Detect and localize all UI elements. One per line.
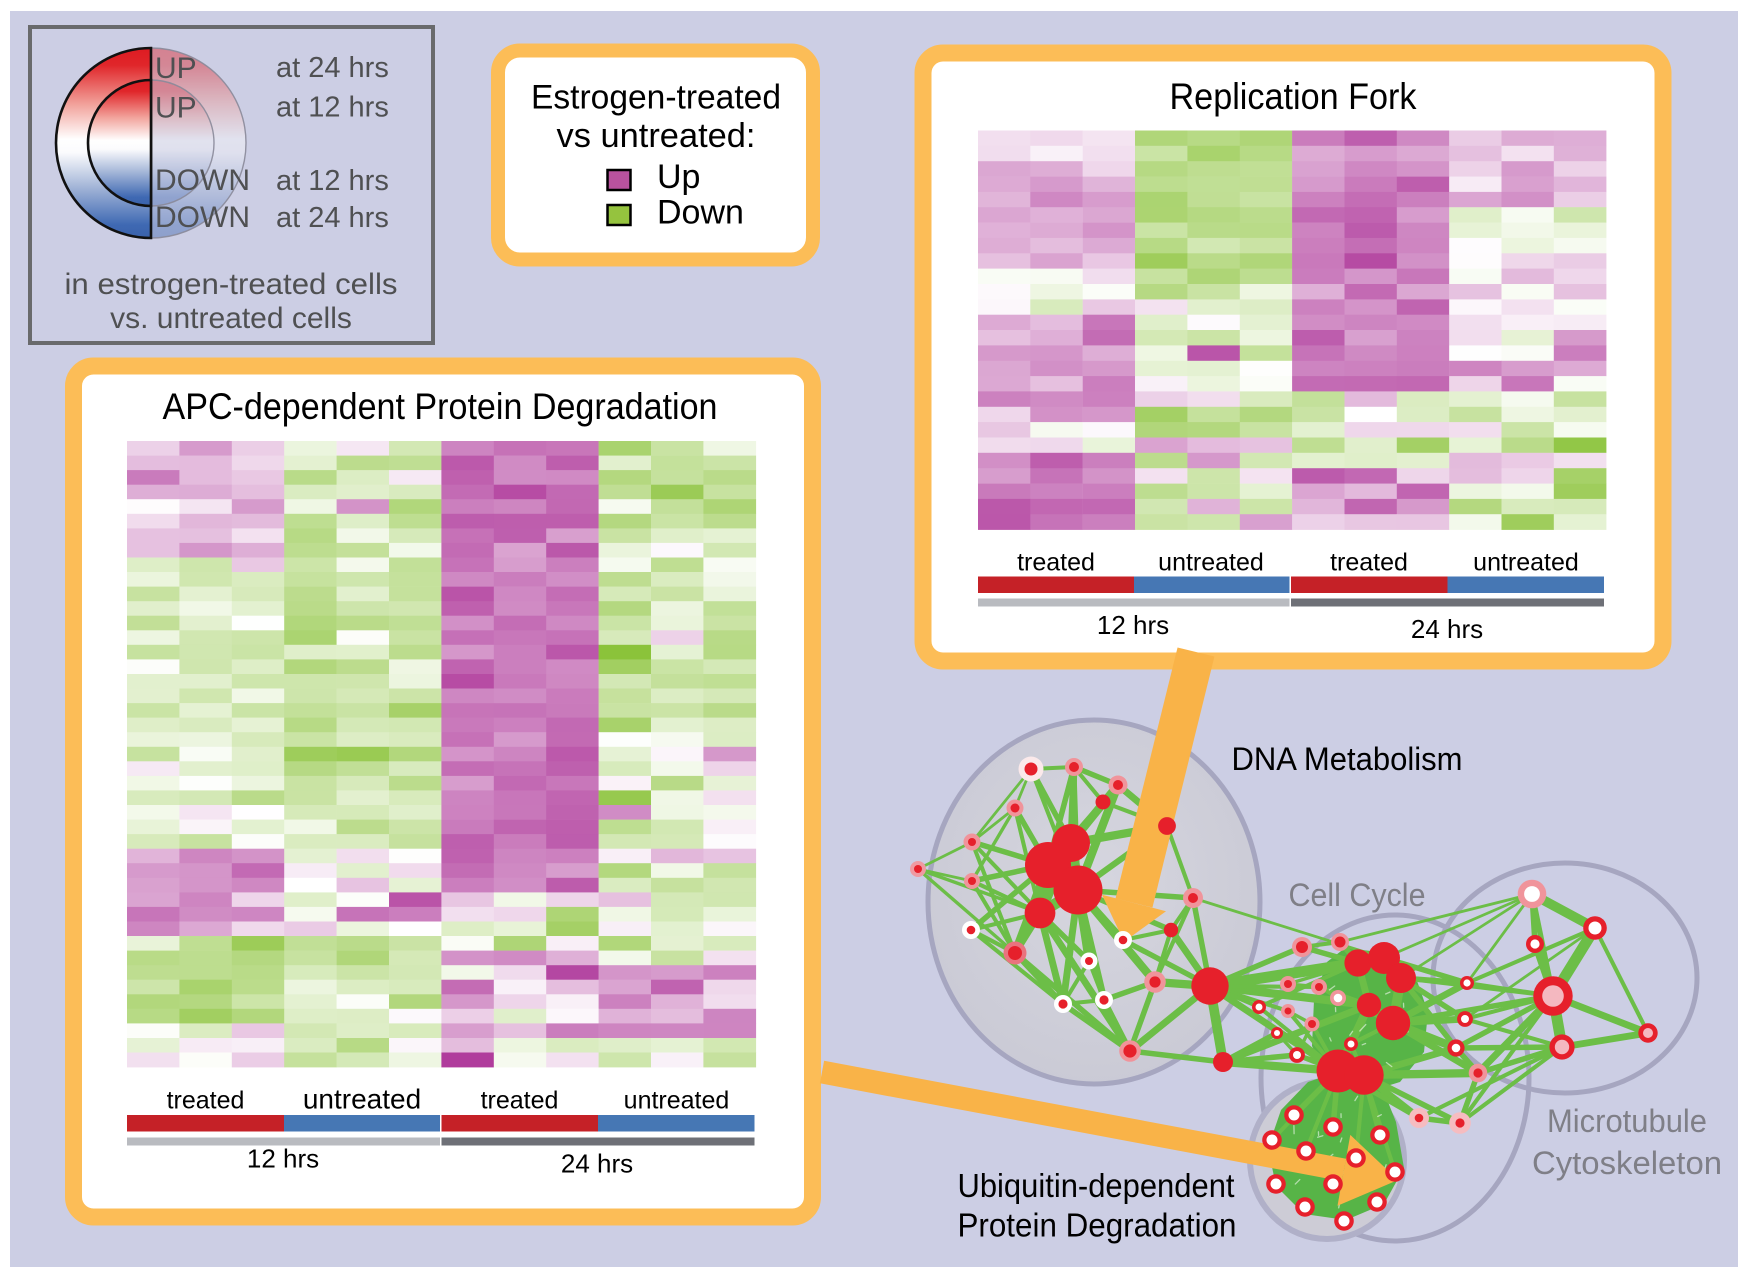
svg-text:12 hrs: 12 hrs [1097, 610, 1169, 640]
svg-text:Down: Down [657, 194, 744, 232]
svg-text:untreated: untreated [624, 1087, 730, 1115]
svg-text:Protein Degradation: Protein Degradation [958, 1207, 1237, 1244]
svg-text:treated: treated [167, 1087, 245, 1115]
svg-text:DOWN: DOWN [155, 201, 250, 234]
svg-text:vs untreated:: vs untreated: [557, 117, 756, 155]
svg-text:treated: treated [1330, 549, 1408, 577]
svg-text:at 24 hrs: at 24 hrs [276, 52, 389, 84]
svg-text:DNA Metabolism: DNA Metabolism [1232, 741, 1463, 777]
svg-text:Ubiquitin-dependent: Ubiquitin-dependent [958, 1167, 1235, 1204]
svg-text:in estrogen-treated cells: in estrogen-treated cells [65, 268, 398, 301]
svg-text:UP: UP [155, 52, 197, 85]
svg-text:12 hrs: 12 hrs [247, 1144, 319, 1174]
svg-text:Cytoskeleton: Cytoskeleton [1532, 1145, 1722, 1181]
svg-text:vs. untreated cells: vs. untreated cells [110, 302, 352, 335]
svg-text:Replication Fork: Replication Fork [1170, 76, 1417, 117]
svg-text:untreated: untreated [1473, 549, 1579, 577]
svg-text:UP: UP [155, 92, 197, 125]
svg-text:24 hrs: 24 hrs [561, 1149, 633, 1179]
svg-text:treated: treated [1017, 549, 1095, 577]
svg-text:APC-dependent Protein Degradat: APC-dependent Protein Degradation [163, 386, 718, 427]
svg-text:Microtubule: Microtubule [1547, 1103, 1707, 1139]
svg-text:24 hrs: 24 hrs [1411, 614, 1483, 644]
svg-text:Up: Up [657, 158, 700, 196]
svg-text:Estrogen-treated: Estrogen-treated [531, 79, 781, 117]
svg-text:treated: treated [481, 1087, 559, 1115]
svg-text:DOWN: DOWN [155, 164, 250, 197]
svg-text:untreated: untreated [1158, 549, 1264, 577]
svg-text:at 12 hrs: at 12 hrs [276, 165, 389, 197]
svg-text:at 12 hrs: at 12 hrs [276, 92, 389, 124]
svg-text:at 24 hrs: at 24 hrs [276, 202, 389, 234]
svg-text:Cell Cycle: Cell Cycle [1289, 877, 1426, 913]
svg-text:untreated: untreated [303, 1084, 421, 1115]
